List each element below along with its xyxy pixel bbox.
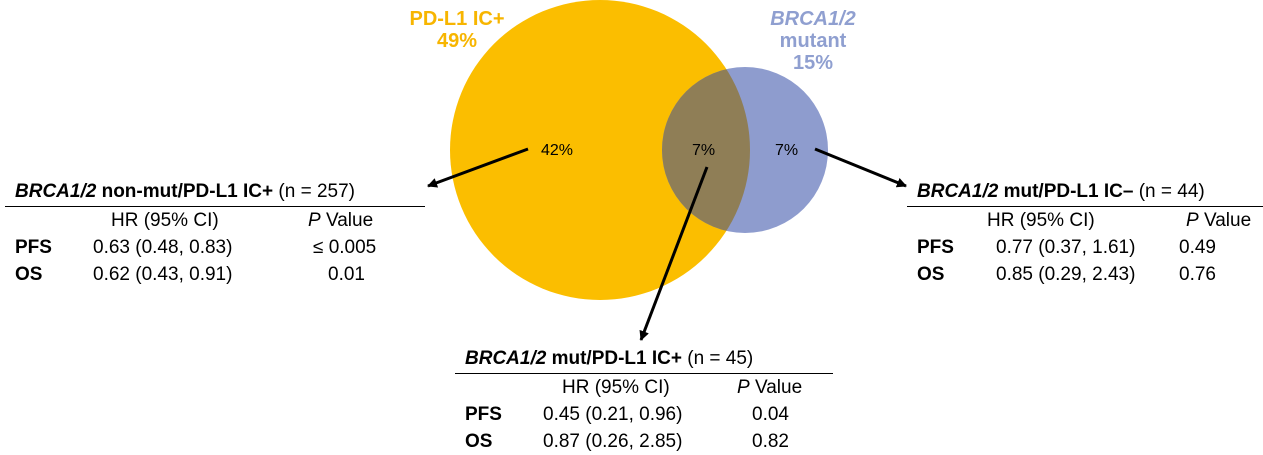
pdl1-label-pct: 49% — [436, 30, 478, 52]
brca-only-pct: 7% — [775, 142, 799, 159]
row-p: 0.04 — [752, 404, 789, 425]
brca-label-pct: 15% — [792, 52, 834, 74]
arrow-to-right-table — [814, 147, 907, 188]
row-label: OS — [917, 264, 945, 285]
table-title: BRCA1/2 mut/PD-L1 IC– (n = 44) — [907, 178, 1263, 207]
col-p-italic: P — [308, 210, 321, 231]
row-label: OS — [465, 431, 493, 452]
col-p-rest: Value — [749, 377, 803, 398]
pdl1-only-pct: 42% — [541, 142, 574, 159]
brca-label-name: BRCA1/2 — [770, 8, 856, 30]
table-title-gene: BRCA1/2 — [465, 348, 547, 369]
table-title: BRCA1/2 non-mut/PD-L1 IC+ (n = 257) — [5, 178, 425, 207]
row-label: PFS — [15, 237, 52, 258]
col-hr-header: HR (95% CI) — [111, 210, 219, 231]
row-p: ≤ 0.005 — [313, 237, 377, 258]
col-hr-header: HR (95% CI) — [987, 210, 1095, 231]
table-brca-mut-pdl1-pos: BRCA1/2 mut/PD-L1 IC+ (n = 45) HR (95% C… — [455, 345, 833, 455]
table-row: PFS 0.77 (0.37, 1.61) 0.49 — [907, 234, 1263, 261]
table-row: OS 0.87 (0.26, 2.85) 0.82 — [455, 428, 833, 455]
col-p-header: P Value — [308, 207, 373, 234]
col-p-header: P Value — [737, 374, 802, 401]
col-p-italic: P — [1186, 210, 1199, 231]
table-row: PFS 0.45 (0.21, 0.96) 0.04 — [455, 401, 833, 428]
row-hr: 0.63 (0.48, 0.83) — [93, 237, 233, 258]
col-p-header: P Value — [1186, 207, 1251, 234]
brca-label: BRCA1/2 mutant 15% — [748, 8, 878, 74]
col-p-rest: Value — [1198, 210, 1252, 231]
row-hr: 0.62 (0.43, 0.91) — [93, 264, 233, 285]
table-title: BRCA1/2 mut/PD-L1 IC+ (n = 45) — [455, 345, 833, 374]
table-header-row: HR (95% CI) P Value — [455, 374, 833, 401]
row-p: 0.82 — [752, 431, 789, 452]
table-row: OS 0.62 (0.43, 0.91) 0.01 — [5, 261, 425, 288]
row-label: PFS — [917, 237, 954, 258]
col-p-italic: P — [737, 377, 750, 398]
row-label: OS — [15, 264, 43, 285]
row-p: 0.01 — [328, 264, 365, 285]
table-title-n: (n = 44) — [1133, 181, 1205, 202]
pdl1-label: PD-L1 IC+ 49% — [392, 8, 522, 52]
table-title-gene: BRCA1/2 — [917, 181, 999, 202]
col-hr-header: HR (95% CI) — [562, 377, 670, 398]
table-title-group: mut/PD-L1 IC– — [998, 181, 1134, 202]
table-row: OS 0.85 (0.29, 2.43) 0.76 — [907, 261, 1263, 288]
table-brca-nonmut-pdl1-pos: BRCA1/2 non-mut/PD-L1 IC+ (n = 257) HR (… — [5, 178, 425, 288]
table-header-row: HR (95% CI) P Value — [5, 207, 425, 234]
table-row: PFS 0.63 (0.48, 0.83) ≤ 0.005 — [5, 234, 425, 261]
row-p: 0.49 — [1179, 237, 1216, 258]
overlap-pct: 7% — [692, 142, 716, 159]
row-hr: 0.85 (0.29, 2.43) — [996, 264, 1136, 285]
table-brca-mut-pdl1-neg: BRCA1/2 mut/PD-L1 IC– (n = 44) HR (95% C… — [907, 178, 1263, 288]
col-p-rest: Value — [320, 210, 374, 231]
table-title-gene: BRCA1/2 — [15, 181, 97, 202]
arrow-to-bottom-table — [639, 166, 709, 341]
arrow-to-left-table — [427, 147, 529, 188]
table-title-group: non-mut/PD-L1 IC+ — [96, 181, 274, 202]
overlap-region — [662, 67, 750, 233]
row-hr: 0.87 (0.26, 2.85) — [543, 431, 683, 452]
row-p: 0.76 — [1179, 264, 1216, 285]
pdl1-circle — [450, 0, 750, 300]
table-title-n: (n = 257) — [273, 181, 355, 202]
table-title-n: (n = 45) — [681, 348, 754, 369]
brca-label-mutant: mutant — [779, 30, 847, 52]
row-hr: 0.45 (0.21, 0.96) — [543, 404, 683, 425]
row-label: PFS — [465, 404, 502, 425]
table-header-row: HR (95% CI) P Value — [907, 207, 1263, 234]
table-title-group: mut/PD-L1 IC+ — [546, 348, 682, 369]
pdl1-label-name: PD-L1 IC+ — [409, 8, 505, 30]
row-hr: 0.77 (0.37, 1.61) — [996, 237, 1136, 258]
